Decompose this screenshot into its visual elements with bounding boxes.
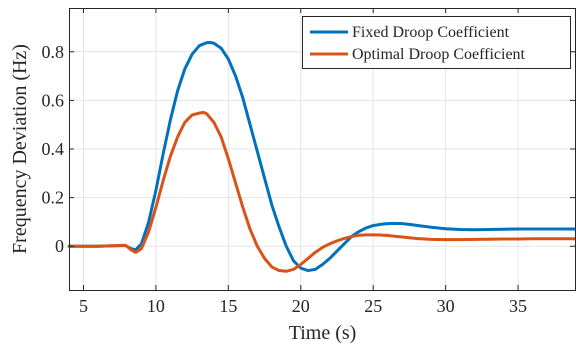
legend-label-fixed-droop: Fixed Droop Coefficient (352, 24, 510, 41)
legend: Fixed Droop Coefficient Optimal Droop Co… (302, 16, 571, 69)
legend-label-optimal-droop: Optimal Droop Coefficient (352, 46, 526, 63)
series-line-optimal-droop (67, 111, 576, 273)
y-tick-label: 0.8 (42, 42, 65, 62)
y-axis-label: Frequency Deviation (Hz) (9, 44, 31, 254)
x-tick-label: 30 (437, 296, 455, 316)
y-tick-label: 0 (55, 236, 64, 256)
x-tick-label: 15 (219, 296, 237, 316)
x-tick-label: 5 (79, 296, 88, 316)
x-tick-label: 25 (364, 296, 382, 316)
y-tick-label: 0.4 (42, 139, 65, 159)
series-layer (67, 41, 576, 273)
x-tick-label: 10 (147, 296, 165, 316)
x-tick-label: 35 (509, 296, 527, 316)
x-axis-label: Time (s) (289, 322, 357, 344)
ticks: 5 10 15 20 25 30 35 0 0.2 0.4 0.6 0.8 (42, 8, 575, 316)
x-tick-label: 20 (292, 296, 310, 316)
y-tick-label: 0.6 (42, 90, 65, 110)
series-line-fixed-droop (67, 41, 576, 273)
y-tick-label: 0.2 (42, 188, 65, 208)
legend-box (302, 16, 571, 69)
